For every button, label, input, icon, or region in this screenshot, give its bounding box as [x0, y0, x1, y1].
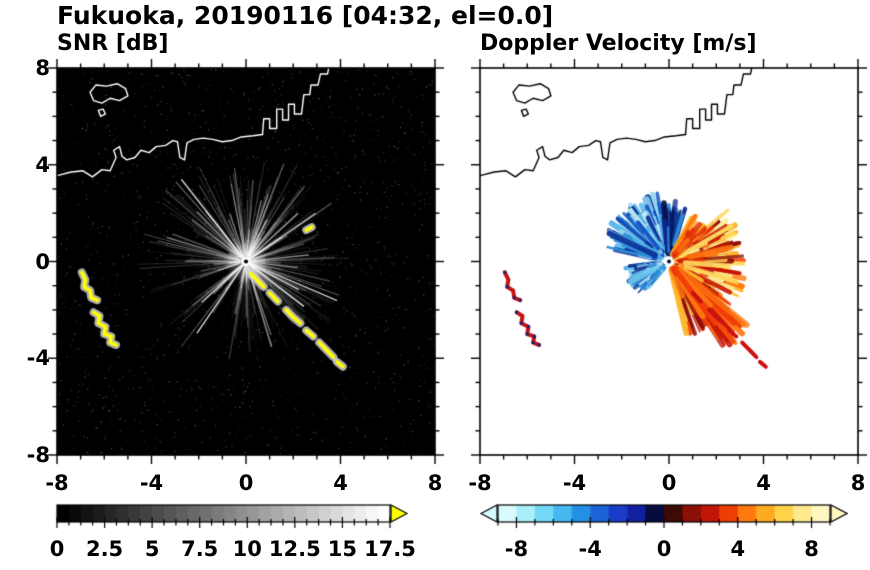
- doppler-colorbar-tick-label: 4: [730, 537, 746, 561]
- doppler-x-axis-tick-label: 8: [850, 471, 866, 495]
- doppler-colorbar-tick-label: 8: [804, 537, 819, 561]
- snr-x-axis-tick-label: -4: [139, 471, 164, 495]
- doppler-x-axis-tick-label: 0: [661, 471, 677, 495]
- doppler-x-axis-tick-label: -4: [562, 471, 587, 495]
- doppler-x-axis-tick-label: 4: [756, 471, 771, 495]
- doppler-colorbar: [478, 501, 848, 535]
- snr-colorbar-tick-label: 5: [144, 537, 160, 561]
- snr-radar-plot: [43, 54, 449, 469]
- snr-x-axis-tick-label: 8: [427, 471, 443, 495]
- doppler-colorbar-tick-label: 0: [656, 537, 672, 561]
- doppler-x-axis-tick-label: -8: [468, 471, 492, 495]
- y-axis-tick-label: -4: [26, 346, 50, 371]
- figure-title: Fukuoka, 20190116 [04:32, el=0.0]: [57, 1, 554, 30]
- snr-colorbar-tick-label: 12.5: [268, 537, 321, 561]
- snr-colorbar-tick-label: 15: [327, 537, 358, 561]
- snr-colorbar-tick-label: 10: [232, 537, 262, 561]
- doppler-colorbar-tick-label: -4: [578, 537, 602, 561]
- snr-colorbar-tick-label: 7.5: [181, 537, 219, 561]
- snr-panel-title: SNR [dB]: [57, 31, 169, 56]
- snr-colorbar-tick-label: 17.5: [364, 537, 416, 561]
- snr-x-axis-tick-label: 4: [333, 471, 348, 495]
- snr-x-axis-tick-label: 0: [238, 471, 254, 495]
- snr-x-axis-tick-label: -8: [45, 471, 69, 495]
- snr-colorbar-tick-label: 0: [49, 537, 65, 561]
- doppler-radar-plot: [466, 54, 870, 469]
- snr-colorbar: [55, 501, 425, 535]
- snr-colorbar-tick-label: 2.5: [85, 537, 124, 561]
- y-axis-tick-label: 8: [35, 56, 50, 80]
- y-axis-tick-label: 4: [35, 152, 50, 177]
- doppler-panel-title: Doppler Velocity [m/s]: [480, 31, 757, 56]
- y-axis-tick-label: -8: [26, 443, 50, 467]
- doppler-colorbar-tick-label: -8: [504, 537, 529, 561]
- y-axis-tick-label: 0: [35, 249, 50, 274]
